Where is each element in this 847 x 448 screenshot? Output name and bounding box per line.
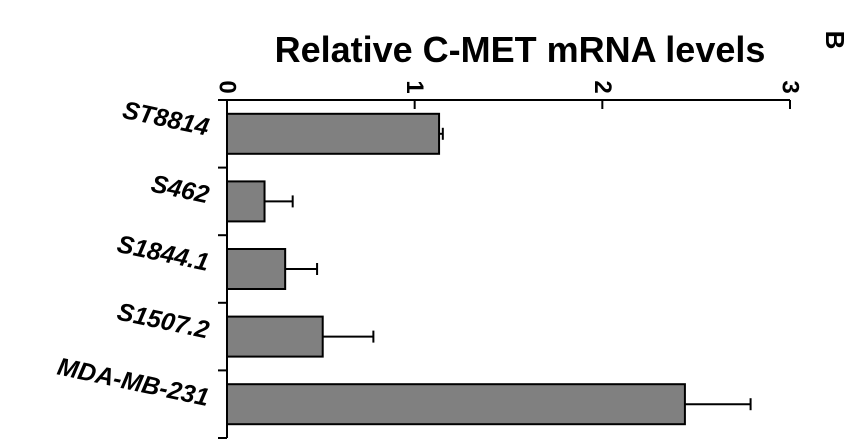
bar-1 (226, 180, 266, 223)
chart-title: Relative C-MET mRNA levels (275, 29, 766, 70)
x-tick-label-0: 0 (214, 80, 241, 93)
bar-4 (226, 383, 686, 426)
x-tick-label-3: 3 (777, 80, 804, 93)
category-label-2: S1844.1 (115, 230, 212, 277)
x-tick-label-2: 2 (589, 80, 616, 93)
category-label-0: ST8814 (120, 96, 212, 142)
panel-label: B (820, 31, 847, 50)
category-label-4: MDA-MB-231 (55, 353, 212, 412)
bar-0 (226, 112, 441, 155)
category-labels-layer: ST8814 S462 S1844.1 S1507.2 MDA-MB-231 (55, 96, 212, 412)
category-label-1: S462 (149, 170, 212, 210)
axis-layer: 0 1 2 3 (214, 80, 804, 439)
bar-2 (226, 248, 287, 290)
bar-3 (226, 315, 324, 358)
bars-layer (226, 112, 752, 426)
x-tick-label-1: 1 (401, 80, 428, 93)
category-label-3: S1507.2 (115, 298, 212, 345)
